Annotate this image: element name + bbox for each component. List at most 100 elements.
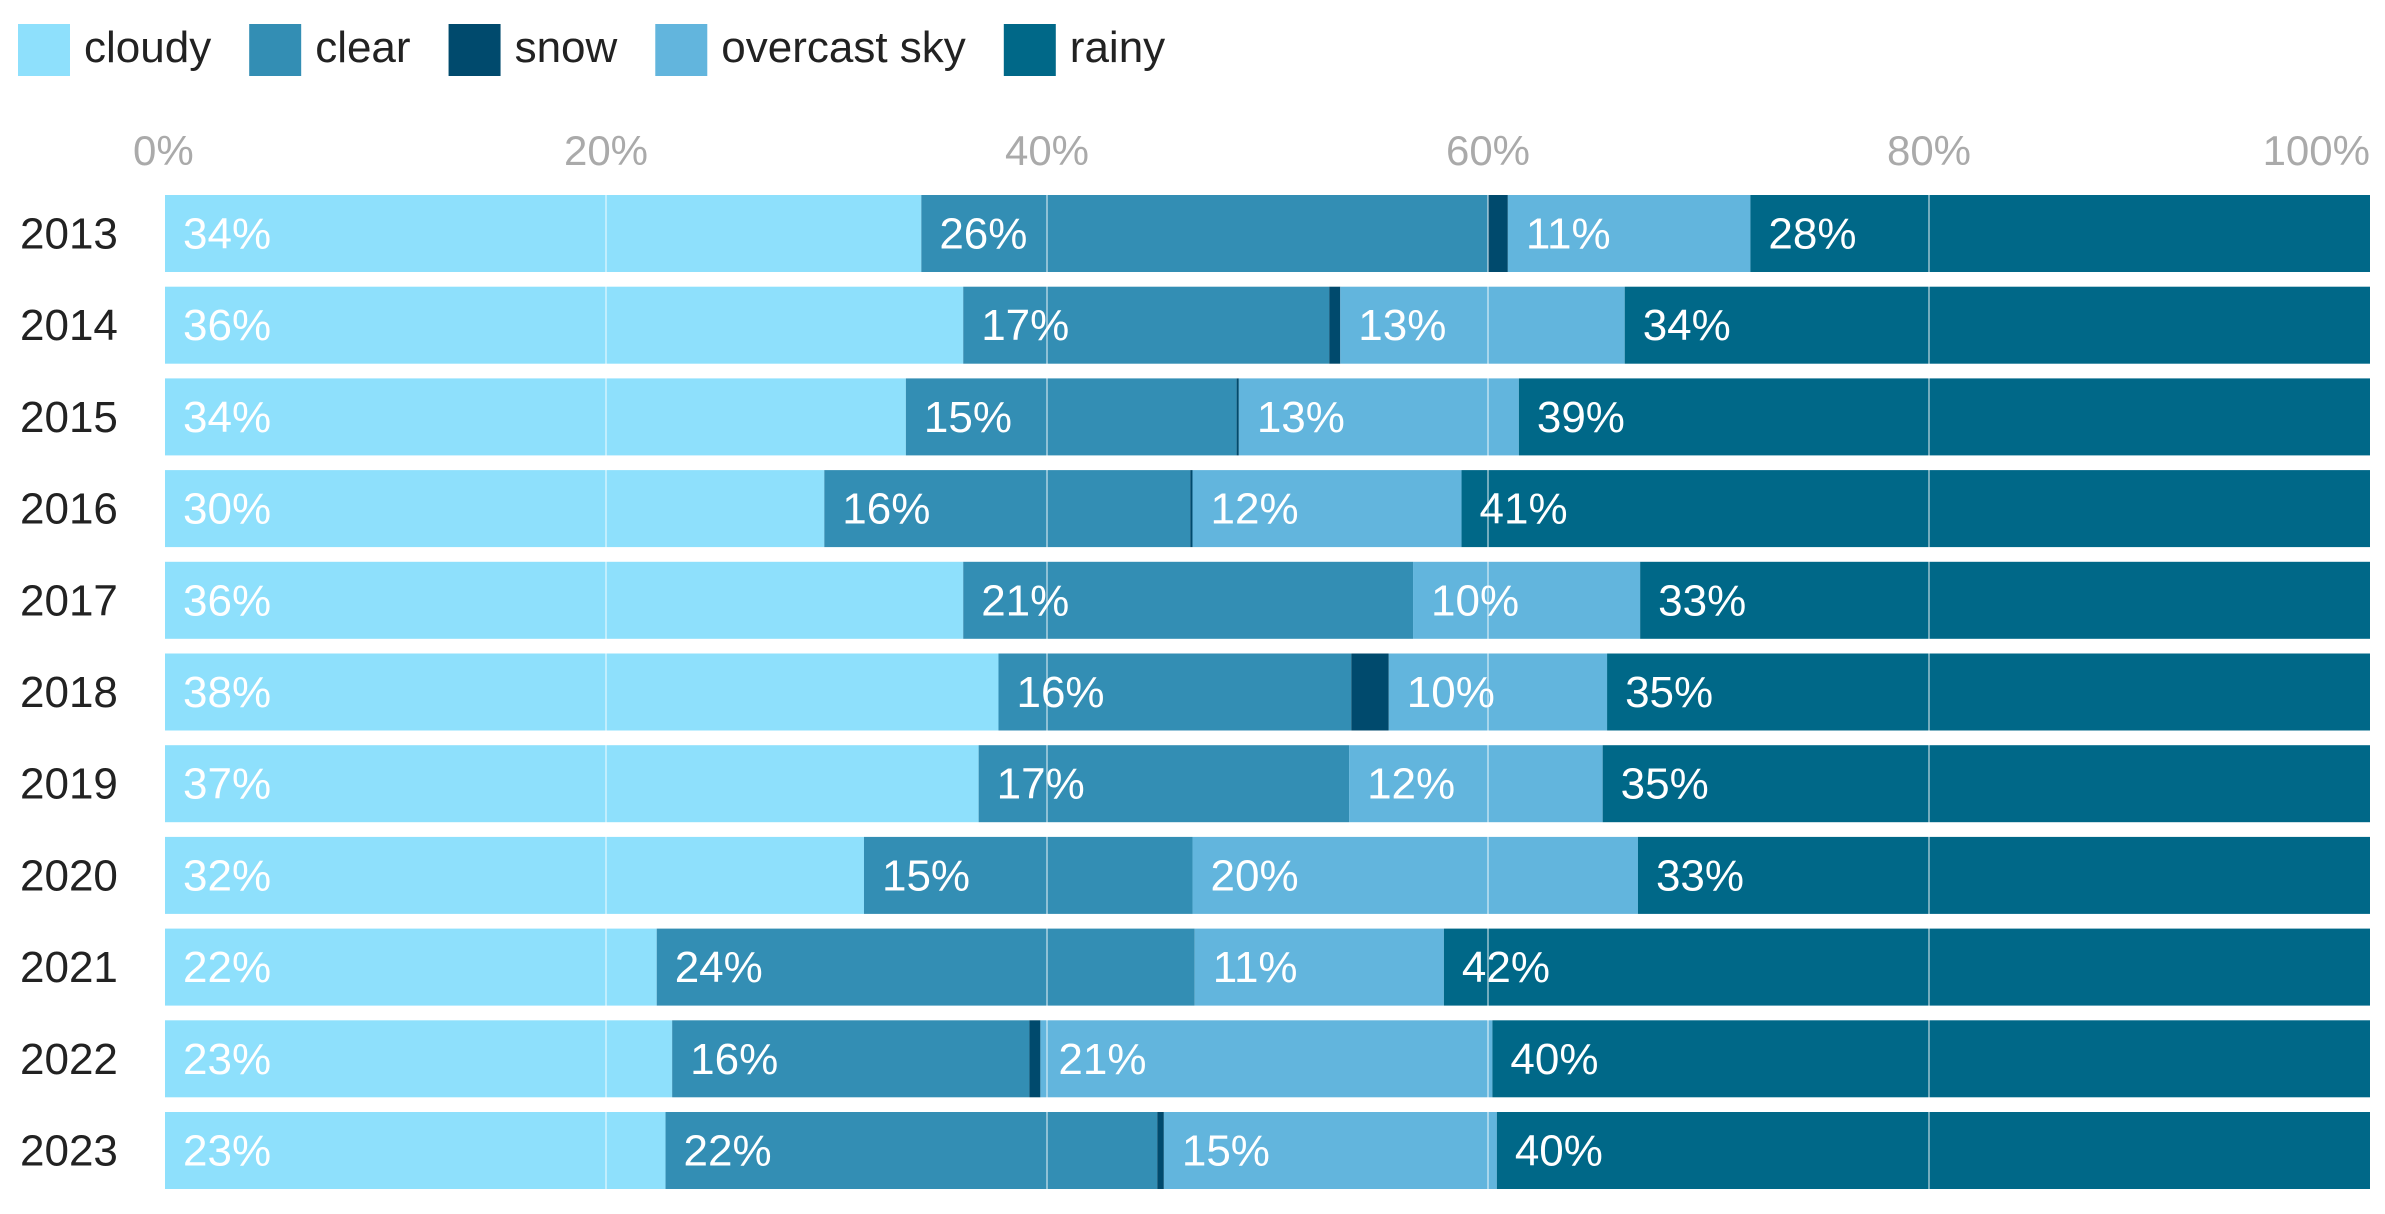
data-label-overcast-sky: 12% [1367,760,1455,809]
data-label-clear: 16% [1016,668,1104,717]
data-label-overcast-sky: 15% [1182,1127,1270,1176]
y-tick-label: 2022 [20,1035,118,1084]
data-label-cloudy: 30% [183,485,271,534]
bar-segment-cloudy [165,928,657,1006]
data-label-rainy: 41% [1480,485,1568,534]
y-tick-label: 2016 [20,485,118,534]
gridlines [605,195,1930,1189]
bar-segment-snow [1351,653,1389,731]
y-axis: 2013 2014 2015 2016 2017 2018 2019 2020 2021 2022… [20,210,118,1176]
bar-segment-rainy [1496,1112,2370,1189]
bar-segment-cloudy [165,1112,666,1189]
bar-segment-clear [905,378,1237,456]
data-label-cloudy: 32% [183,851,271,900]
legend-label-rainy: rainy [1070,23,1165,72]
bar-segment-rainy [1607,653,2370,731]
data-label-clear: 17% [997,760,1085,809]
data-label-rainy: 35% [1625,668,1713,717]
data-label-cloudy: 36% [183,576,271,625]
bar-segment-cloudy [165,378,906,456]
bar-segment-overcast-sky [1192,836,1638,914]
data-label-cloudy: 23% [183,1035,271,1084]
bar-segment-cloudy [165,653,999,731]
bar-segment-rainy [1443,928,2370,1006]
data-label-overcast-sky: 13% [1358,301,1446,350]
data-label-rainy: 42% [1462,943,1550,992]
bar-segment-rainy [1624,286,2370,364]
segment-labels: 34% 26% 11% 28% 36% 17% 13% 34% 34% 15% 13% 39% 30% 1… [183,210,1856,1176]
data-label-rainy: 28% [1768,210,1856,259]
x-tick-label: 60% [1446,127,1530,174]
bar-segment-overcast-sky [1163,1112,1497,1189]
bar-segment-overcast-sky [1238,378,1519,456]
bar-segment-overcast-sky [1388,653,1608,731]
data-label-overcast-sky: 11% [1213,943,1298,992]
bar-segment-snow [1488,195,1508,272]
legend-swatch-clear [249,24,302,76]
data-label-cloudy: 37% [183,760,271,809]
bar-segment-cloudy [165,836,864,914]
data-label-clear: 16% [690,1035,778,1084]
data-label-clear: 15% [882,851,970,900]
bar-segment-cloudy [165,1020,673,1098]
bar-segment-clear [978,745,1350,823]
data-label-overcast-sky: 21% [1058,1035,1146,1084]
y-tick-label: 2017 [20,576,118,625]
bar-segment-overcast-sky [1194,928,1444,1006]
x-tick-label: 20% [564,127,648,174]
bar-segment-clear [824,470,1191,548]
bar-segment-rainy [1640,561,2370,639]
bar-segment-rainy [1492,1020,2370,1098]
bar-segment-overcast-sky [1192,470,1462,548]
data-label-cloudy: 34% [183,393,271,442]
data-label-rainy: 40% [1510,1035,1598,1084]
data-label-clear: 22% [684,1127,772,1176]
data-label-cloudy: 23% [183,1127,271,1176]
bar-segment-overcast-sky [1413,561,1641,639]
y-tick-label: 2021 [20,943,118,992]
data-label-rainy: 34% [1643,301,1731,350]
data-label-cloudy: 34% [183,210,271,259]
data-label-overcast-sky: 20% [1211,851,1299,900]
y-tick-label: 2019 [20,760,118,809]
legend-swatch-rainy [1003,24,1056,76]
bar-segment-cloudy [165,745,979,823]
bar-segment-snow [1157,1112,1164,1189]
bar-segment-snow [1329,286,1341,364]
data-label-clear: 16% [842,485,930,534]
data-label-rainy: 40% [1515,1127,1603,1176]
y-tick-label: 2018 [20,668,118,717]
data-label-rainy: 33% [1656,851,1744,900]
legend-label-cloudy: cloudy [84,23,211,72]
data-label-clear: 26% [939,210,1027,259]
bar-segment-overcast-sky [1340,286,1625,364]
bar-segment-clear [863,836,1193,914]
y-tick-label: 2014 [20,301,118,350]
bar-segment-cloudy [165,195,922,272]
x-tick-label: 0% [133,127,194,174]
y-tick-label: 2013 [20,210,118,259]
bar-segment-cloudy [165,286,964,364]
bar-segment-overcast-sky [1349,745,1603,823]
bar-segment-clear [672,1020,1030,1098]
x-tick-label: 40% [1005,127,1089,174]
bar-segment-rainy [1602,745,2370,823]
y-tick-label: 2023 [20,1127,118,1176]
bar-segment-cloudy [165,470,825,548]
bar-segment-cloudy [165,561,964,639]
data-label-overcast-sky: 10% [1407,668,1495,717]
bar-segment-clear [665,1112,1158,1189]
data-label-clear: 15% [924,393,1012,442]
data-label-overcast-sky: 12% [1211,485,1299,534]
bar-segment-overcast-sky [1040,1020,1493,1098]
bar-segment-clear [921,195,1488,272]
bar-segment-rainy [1461,470,2370,548]
bar-segment-snow [1029,1020,1041,1098]
data-label-overcast-sky: 13% [1257,393,1345,442]
legend-swatch-snow [448,24,501,76]
bar-segment-snow [1236,378,1239,456]
data-label-overcast-sky: 11% [1526,210,1611,259]
bar-segment-rainy [1518,378,2370,456]
data-label-clear: 17% [981,301,1069,350]
